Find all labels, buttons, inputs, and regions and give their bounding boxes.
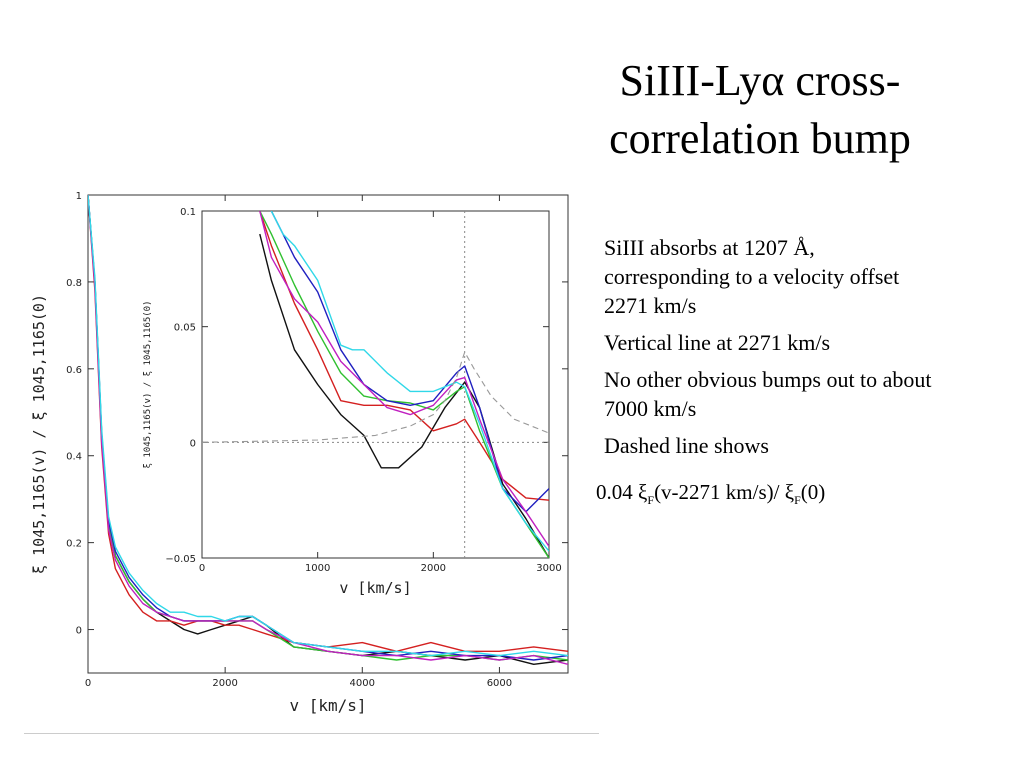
y-axis-label: ξ 1045,1165(v) / ξ 1045,1165(0) [143,301,153,469]
y-tick-label: 1 [76,191,82,202]
y-tick-label: 0 [190,438,196,449]
series-line-green [259,211,549,558]
title-line-1: SiIII-Lyα cross- [619,56,901,105]
x-tick-label: 6000 [487,678,512,689]
formula-prefix: 0.04 ξ [596,480,648,504]
x-tick-label: 0 [199,563,205,574]
series-line-cyan [270,211,549,552]
series-line-blue [270,211,549,513]
y-axis-label: ξ 1045,1165(v) / ξ 1045,1165(0) [30,294,48,574]
divider-line [24,733,599,734]
y-tick-label: 0.6 [66,365,82,376]
y-tick-label: 0.05 [174,323,196,334]
y-tick-label: 0.1 [180,207,196,218]
y-tick-label: 0 [76,626,82,637]
series-line-dashed [202,351,549,443]
y-tick-label: 0.4 [66,452,82,463]
x-axis-label: v [km/s] [339,579,411,597]
y-tick-label: 0.2 [66,539,82,550]
bullet-item: Dashed line shows [604,433,769,458]
y-tick-label: −0.05 [165,554,196,565]
formula-sub: F [647,493,655,508]
x-tick-label: 2000 [421,563,446,574]
inset-frame [201,210,550,559]
y-tick-label: 0.8 [66,278,82,289]
formula-suffix: (0) [800,480,826,504]
bullet-item: No other obvious bumps out to about 7000… [604,367,932,421]
slide-title: SiIII-Lyα cross- correlation bump [560,52,960,168]
bullet-item: Vertical line at 2271 km/s [604,330,831,355]
dashed-line-formula: 0.04 ξF(v-2271 km/s)/ ξF(0) [596,480,825,508]
bullet-item: SiIII absorbs at 1207 Å, corresponding t… [604,235,900,318]
x-axis-label: v [km/s] [289,696,366,715]
bullet-list: SiIII absorbs at 1207 Å, corresponding t… [604,233,934,468]
formula-sub: F [794,493,801,508]
series-line-cyan [88,195,568,657]
x-tick-label: 0 [85,678,91,689]
x-tick-label: 3000 [536,563,561,574]
formula-mid: (v-2271 km/s)/ ξ [654,480,795,504]
series-line-magenta [259,211,549,547]
series-line-red [88,195,568,652]
x-tick-label: 4000 [350,678,375,689]
x-tick-label: 2000 [212,678,237,689]
title-line-2: correlation bump [609,114,911,163]
x-tick-label: 1000 [305,563,330,574]
